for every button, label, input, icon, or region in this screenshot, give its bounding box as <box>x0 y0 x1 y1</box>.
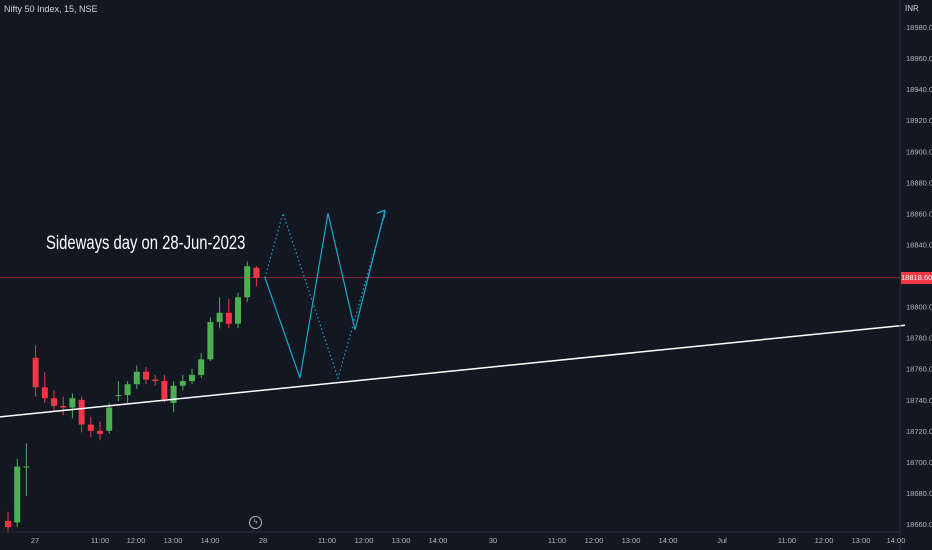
candle-body <box>5 520 11 528</box>
candle-body <box>51 398 57 406</box>
candle-body <box>97 430 103 434</box>
x-tick-label: 12:00 <box>127 536 146 545</box>
candle-body <box>253 267 260 278</box>
candle-body <box>216 312 223 323</box>
candle-body <box>124 384 131 396</box>
y-tick-label: 18980.00 <box>906 23 932 32</box>
x-tick-label: 30 <box>489 536 497 545</box>
y-tick-label: 18700.00 <box>906 458 932 467</box>
y-tick-label: 18900.00 <box>906 147 932 156</box>
y-tick-label: 18760.00 <box>906 365 932 374</box>
candle-body <box>170 385 177 403</box>
candle-body <box>41 387 48 399</box>
x-tick-label: 14:00 <box>429 536 448 545</box>
candle-body <box>189 374 195 382</box>
y-tick-label: 18660.00 <box>906 520 932 529</box>
y-tick-label: 18740.00 <box>906 396 932 405</box>
candle-body <box>143 371 149 380</box>
x-tick-label: 11:00 <box>318 536 336 545</box>
candle-body <box>106 407 113 431</box>
candle-body <box>161 381 168 400</box>
y-tick-label: 18920.00 <box>906 116 932 125</box>
candle-body <box>235 297 241 324</box>
x-tick-label: 14:00 <box>201 536 220 545</box>
y-tick-label: 18940.00 <box>906 85 932 94</box>
x-tick-label: Jul <box>717 536 727 545</box>
symbol-title: Nifty 50 Index, 15, NSE <box>4 4 98 14</box>
x-tick-label: 11:00 <box>548 536 566 545</box>
y-tick-label: 18840.00 <box>906 240 932 249</box>
x-tick-label: 13:00 <box>164 536 183 545</box>
candles-layer <box>5 261 260 532</box>
candle-body <box>32 357 39 388</box>
flash-icon[interactable]: ϟ <box>249 516 262 529</box>
candle-body <box>14 466 21 523</box>
y-tick-label: 18800.00 <box>906 303 932 312</box>
y-tick-label: 18960.00 <box>906 54 932 63</box>
x-tick-label: 14:00 <box>659 536 678 545</box>
x-tick-label: 14:00 <box>887 536 906 545</box>
x-tick-label: 27 <box>31 536 39 545</box>
x-tick-label: 12:00 <box>585 536 604 545</box>
trendline <box>0 324 906 418</box>
candle-body <box>152 379 159 382</box>
candle-body <box>87 424 94 431</box>
candle-body <box>60 405 67 408</box>
y-tick-label: 18720.00 <box>906 427 932 436</box>
projection-dotted <box>264 211 386 381</box>
x-tick-label: 13:00 <box>622 536 641 545</box>
y-tick-label: 18880.00 <box>906 178 932 187</box>
x-tick-label: 11:00 <box>91 536 109 545</box>
candle-body <box>69 398 76 408</box>
x-tick-label: 12:00 <box>355 536 374 545</box>
candle-body <box>207 322 214 360</box>
candle-body <box>133 371 140 385</box>
projection-arrowhead <box>376 209 386 219</box>
x-tick-label: 13:00 <box>852 536 871 545</box>
currency-label: INR <box>905 4 919 13</box>
x-tick-label: 12:00 <box>815 536 834 545</box>
candle-body <box>78 399 85 425</box>
drawings-layer <box>0 209 906 418</box>
projection-solid <box>264 210 386 379</box>
candle-body <box>115 395 122 397</box>
x-tick-label: 11:00 <box>778 536 796 545</box>
last-price-tag: 18818.60 <box>901 272 932 284</box>
y-tick-label: 18780.00 <box>906 334 932 343</box>
candle-body <box>244 266 251 298</box>
annotation-text[interactable]: Sideways day on 28-Jun-2023 <box>46 233 246 254</box>
candle-body <box>23 466 30 468</box>
candle-body <box>179 381 186 386</box>
x-tick-label: 28 <box>259 536 267 545</box>
y-tick-label: 18860.00 <box>906 209 932 218</box>
y-tick-label: 18680.00 <box>906 489 932 498</box>
candle-body <box>225 312 232 324</box>
candle-body <box>198 359 205 375</box>
x-tick-label: 13:00 <box>392 536 411 545</box>
